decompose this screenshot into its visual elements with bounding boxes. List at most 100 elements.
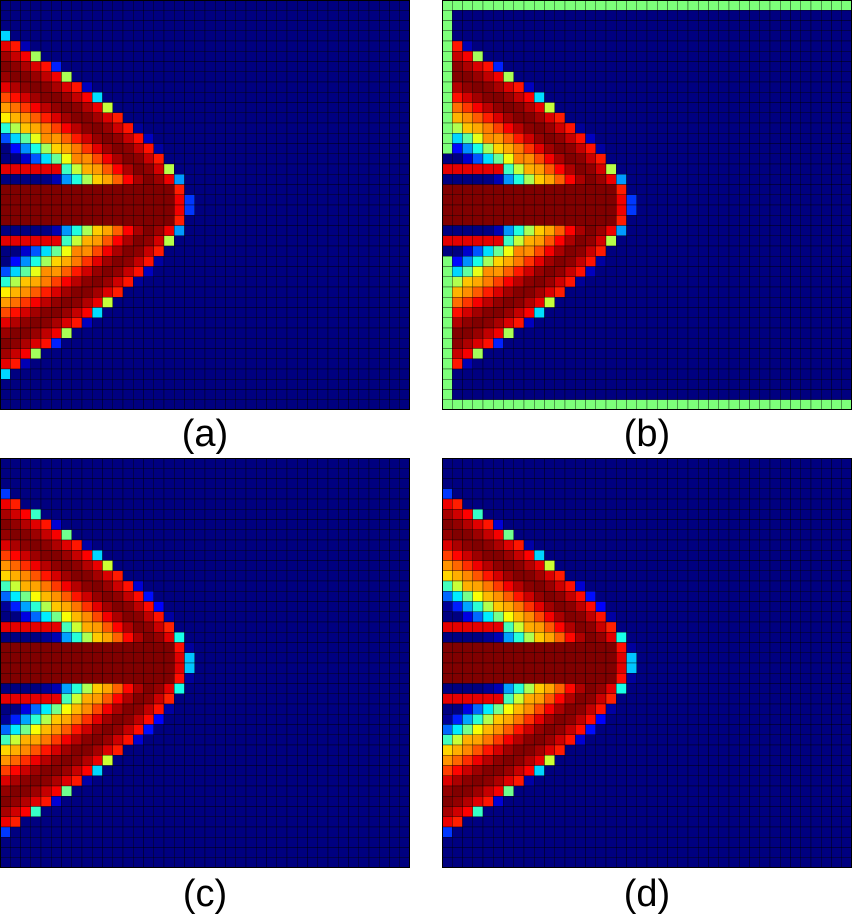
cell <box>368 826 380 838</box>
cell <box>143 673 154 684</box>
cell <box>348 468 359 479</box>
cell <box>102 683 113 694</box>
cell <box>523 71 535 83</box>
cell <box>307 765 318 776</box>
cell <box>30 133 42 144</box>
cell <box>174 143 185 154</box>
cell <box>554 286 566 298</box>
cell <box>728 102 740 113</box>
cell <box>30 580 42 592</box>
cell <box>493 143 504 154</box>
cell <box>389 143 400 154</box>
cell <box>841 0 852 11</box>
cell <box>399 642 410 653</box>
cell <box>61 215 72 226</box>
cell <box>513 266 525 277</box>
cell <box>810 174 822 185</box>
cell <box>92 327 103 339</box>
cell <box>0 478 11 489</box>
cell <box>389 652 400 664</box>
cell <box>585 184 596 195</box>
cell <box>821 102 832 113</box>
cell <box>327 539 339 551</box>
cell <box>442 488 453 500</box>
cell <box>646 10 658 21</box>
cell <box>800 30 812 42</box>
cell <box>831 286 842 298</box>
cell <box>595 307 607 318</box>
cell <box>20 796 31 807</box>
cell <box>276 348 288 359</box>
cell <box>759 338 771 349</box>
cell <box>225 20 236 31</box>
cell <box>379 509 390 520</box>
cell <box>163 519 175 530</box>
cell <box>442 194 453 206</box>
cell <box>245 153 257 165</box>
cell <box>317 358 329 370</box>
cell <box>595 358 607 370</box>
cell <box>327 122 339 134</box>
cell <box>338 286 349 298</box>
cell <box>780 399 791 410</box>
cell <box>575 286 586 298</box>
cell <box>286 81 298 93</box>
cell <box>51 724 62 735</box>
cell <box>163 40 175 52</box>
cell <box>749 143 760 154</box>
cell <box>800 51 812 62</box>
cell <box>442 560 453 571</box>
cell <box>276 51 288 62</box>
cell <box>81 297 93 308</box>
cell <box>472 611 484 623</box>
cell <box>266 256 277 267</box>
cell <box>389 714 400 725</box>
cell <box>61 71 72 83</box>
cell <box>831 102 842 113</box>
cell <box>266 458 277 469</box>
cell <box>30 225 42 236</box>
cell <box>235 488 247 500</box>
cell <box>317 642 329 653</box>
cell <box>317 683 329 694</box>
cell <box>636 92 648 103</box>
cell <box>358 225 370 236</box>
cell <box>399 61 410 72</box>
cell <box>687 225 699 236</box>
cell <box>841 225 852 236</box>
cell <box>163 621 175 633</box>
cell <box>534 276 545 288</box>
cell <box>71 143 83 154</box>
cell <box>831 153 842 165</box>
cell <box>523 204 535 216</box>
cell <box>235 122 247 134</box>
cell <box>10 0 21 11</box>
cell <box>153 468 165 479</box>
cell <box>442 642 453 653</box>
cell <box>245 529 257 541</box>
cell <box>626 40 637 52</box>
cell <box>143 550 154 561</box>
cell <box>30 112 42 124</box>
cell <box>71 458 83 469</box>
cell <box>646 61 658 72</box>
cell <box>708 20 719 31</box>
cell <box>81 785 93 797</box>
cell <box>389 20 400 31</box>
cell <box>153 744 165 756</box>
cell <box>503 358 514 370</box>
cell <box>194 642 206 653</box>
cell <box>626 358 637 370</box>
cell <box>184 194 195 206</box>
cell <box>112 611 124 623</box>
cell <box>513 184 525 195</box>
cell <box>482 204 494 216</box>
cell <box>523 10 535 21</box>
cell <box>307 478 318 489</box>
cell <box>40 51 52 62</box>
cell <box>0 163 11 175</box>
cell <box>112 235 124 247</box>
cell <box>10 92 21 103</box>
cell <box>616 379 627 390</box>
cell <box>810 368 822 380</box>
